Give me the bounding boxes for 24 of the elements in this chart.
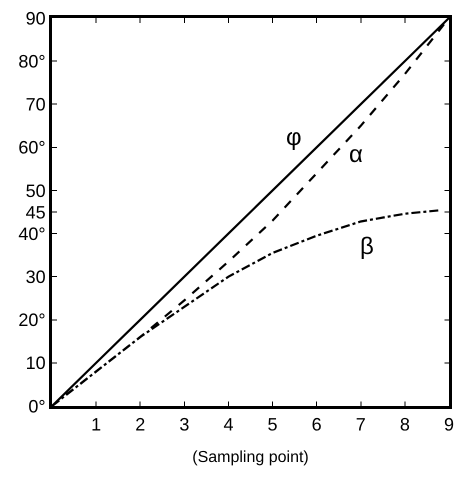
x-tick-label: 4	[223, 414, 234, 434]
y-tick-label: 40°	[18, 224, 46, 244]
x-tick-label: 9	[444, 414, 454, 434]
y-tick-label: 0°	[28, 396, 46, 416]
y-tick-label: 80°	[18, 51, 46, 72]
x-tick-label: 6	[312, 414, 322, 434]
y-tick-label: 60°	[18, 138, 46, 158]
y-tick-label: 90	[26, 8, 46, 28]
x-tick-label: 7	[356, 414, 366, 434]
series-label: φ	[286, 124, 302, 151]
x-axis-title: (Sampling point)	[192, 449, 309, 466]
y-tick-label: 30	[26, 266, 46, 287]
series-label: β	[360, 233, 374, 260]
x-tick-label: 8	[400, 414, 410, 434]
y-tick-label: 10	[26, 353, 46, 374]
y-tick-label: 70	[26, 94, 46, 115]
y-tick-label: 50	[26, 180, 46, 201]
y-tick-label: 20°	[18, 310, 46, 330]
x-tick-label: 3	[179, 414, 190, 434]
x-tick-label: 2	[135, 414, 146, 434]
y-tick-label: 45	[26, 202, 46, 222]
series-label: α	[349, 141, 363, 168]
x-tick-label: 5	[268, 414, 278, 434]
x-tick-label: 1	[91, 414, 102, 434]
